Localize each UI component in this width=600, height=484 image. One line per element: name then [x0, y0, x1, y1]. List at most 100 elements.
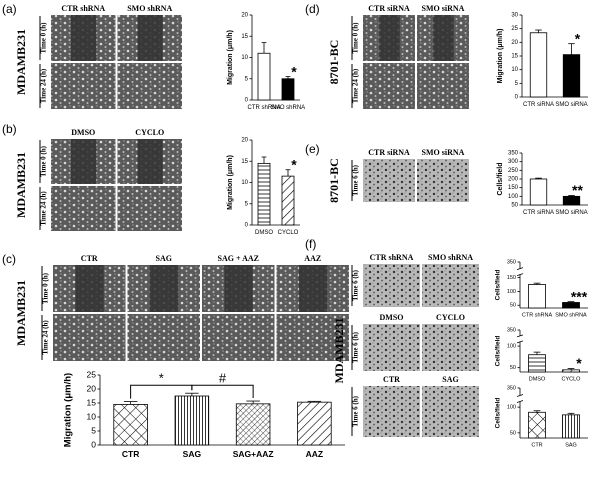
bar	[174, 395, 210, 446]
column-label: SAG + AAZ	[218, 254, 259, 263]
y-tick-label: 0	[91, 439, 96, 449]
panel-letter: (b)	[2, 122, 17, 136]
significance-mark: **	[572, 182, 583, 198]
x-tick-label: DMSO	[529, 376, 546, 382]
y-tick-label: 20	[511, 40, 518, 46]
column-label: SMO shRNA	[127, 4, 172, 13]
axis-break	[516, 340, 524, 344]
y-tick-label: 350	[507, 385, 516, 391]
y-tick-label: 0	[515, 95, 519, 101]
cell-line: MDAMB231	[14, 280, 28, 346]
micrograph	[363, 264, 420, 307]
y-tick-label: 100	[507, 405, 516, 411]
column-label: SMO siRNA	[422, 4, 465, 13]
y-tick-label: 250	[508, 168, 519, 174]
row-label: Time 6 (h)	[352, 164, 360, 196]
column-label: CYCLO	[135, 128, 164, 137]
wound-gap	[433, 15, 454, 61]
column-label: SAG	[442, 375, 458, 384]
x-tick-label: DMSO	[255, 230, 273, 236]
bar	[562, 54, 581, 98]
column-label: CTR siRNA	[368, 4, 410, 13]
y-tick-label: 0	[245, 223, 249, 229]
column-label: SAG	[156, 254, 172, 263]
x-tick-label: CYCLO	[562, 376, 582, 382]
wound-gap	[137, 15, 163, 61]
bar	[562, 414, 580, 439]
cell-line: MDAMB231	[14, 29, 28, 95]
column-label: CTR shRNA	[61, 4, 105, 13]
y-axis-label: Cells/field	[495, 336, 502, 367]
micrograph	[363, 386, 420, 437]
x-tick-label: SMO shRNA	[271, 105, 305, 111]
bar	[235, 403, 271, 446]
x-tick-label: CTR	[531, 442, 542, 448]
wound-gap	[70, 15, 97, 61]
x-tick-label: SMO siRNA	[555, 102, 587, 108]
x-tick-label: CTR	[122, 449, 139, 459]
micrograph	[363, 324, 420, 371]
axis-break-gap	[517, 268, 523, 275]
significance-mark: *	[159, 371, 164, 386]
y-tick-label: 20	[87, 383, 97, 393]
y-tick-label: 20	[241, 138, 248, 144]
significance-mark: #	[219, 371, 227, 386]
axis-break	[516, 267, 524, 271]
y-tick-label: 15	[241, 159, 248, 165]
x-tick-label: SAG	[183, 449, 202, 459]
bar	[528, 284, 546, 309]
micrograph	[53, 314, 126, 361]
bar	[257, 52, 271, 101]
row-label: Time 24 (h)	[40, 191, 48, 226]
y-tick-label: 30	[511, 13, 518, 19]
cell-line: 8701-BC	[327, 40, 341, 85]
bar	[257, 162, 271, 226]
bar	[528, 411, 546, 439]
bar	[529, 32, 548, 98]
y-tick-label: 50	[510, 303, 516, 309]
x-tick-label: CTR shRNA	[522, 312, 553, 318]
x-tick-label: SMO siRNA	[555, 210, 587, 216]
y-tick-label: 5	[515, 81, 519, 87]
panel-letter: (d)	[305, 2, 320, 16]
significance-mark: ***	[571, 288, 588, 304]
bar	[281, 78, 295, 101]
panel-letter: (a)	[2, 2, 17, 16]
bar	[529, 178, 548, 206]
column-label: CTR	[383, 375, 400, 384]
y-axis-label: Cells/field	[495, 270, 502, 301]
y-tick-label: 25	[87, 369, 97, 379]
y-tick-label: 5	[245, 76, 249, 82]
micrograph	[363, 159, 415, 202]
axis-break	[516, 400, 524, 403]
wound-gap	[137, 139, 163, 184]
column-label: CTR	[81, 254, 98, 263]
column-label: SMO shRNA	[428, 253, 473, 262]
axis-break-gap	[517, 335, 523, 342]
significance-mark: *	[575, 30, 581, 46]
y-tick-label: 25	[511, 26, 518, 32]
micrograph	[422, 386, 479, 437]
axis-break	[516, 394, 524, 397]
wound-gap	[75, 265, 104, 312]
x-tick-label: SAG+AAZ	[233, 449, 274, 459]
y-axis-label: Migration (μm/h)	[497, 29, 504, 84]
wound-gap	[149, 265, 179, 312]
y-tick-label: 300	[508, 159, 519, 165]
column-label: AAZ	[304, 254, 321, 263]
column-label: CTR siRNA	[368, 148, 410, 157]
micrograph	[363, 63, 415, 109]
axis-break	[516, 273, 524, 277]
x-tick-label: SAG	[565, 442, 577, 448]
bar	[113, 403, 148, 446]
micrograph	[422, 324, 479, 371]
y-tick-label: 350	[508, 151, 519, 157]
cell-line: 8701-BC	[327, 158, 341, 203]
y-tick-label: 5	[91, 425, 96, 435]
y-tick-label: 100	[508, 194, 519, 200]
column-label: DMSO	[380, 313, 404, 322]
column-label: CTR shRNA	[370, 253, 414, 262]
y-axis-label: Cells/field	[495, 398, 502, 429]
y-tick-label: 0	[245, 98, 249, 104]
